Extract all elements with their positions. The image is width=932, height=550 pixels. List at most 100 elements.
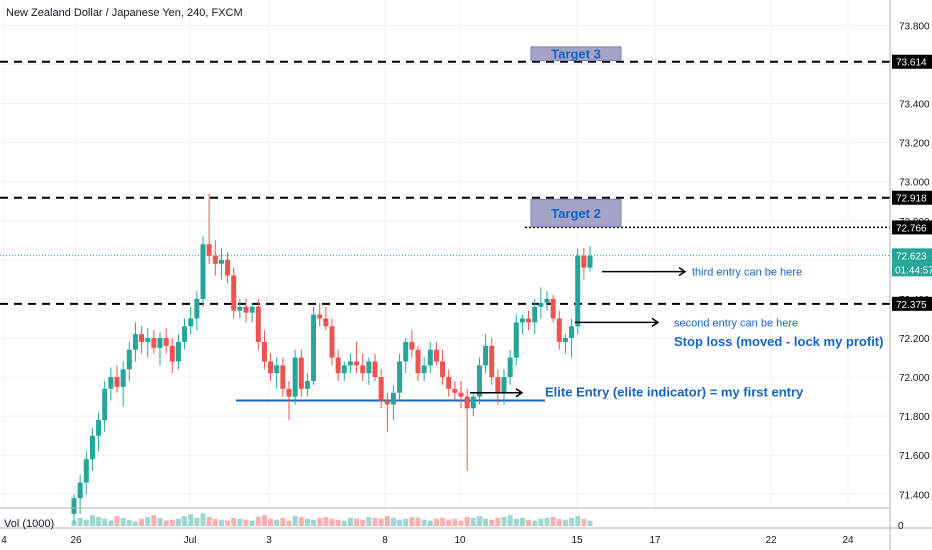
volume-bar [354,518,360,526]
volume-bar [261,515,267,526]
candle-body [519,318,525,323]
price-tick-label: 73.200 [899,139,930,150]
candle-body [206,244,212,256]
volume-bar [526,519,532,526]
candle-body [132,334,138,350]
candle-body [384,400,390,405]
candle-body [268,361,274,374]
volume-bar [397,519,403,526]
volume-bar [268,518,274,526]
candle-body [587,255,593,268]
volume-bar [200,513,206,526]
current-price-tag [892,248,932,263]
volume-bar [126,519,132,526]
time-tick-label: 15 [571,535,583,546]
candle-body [261,341,267,362]
countdown-tag [892,262,932,277]
price-tick-label: 73.400 [899,100,930,111]
volume-bar [513,518,519,526]
candle-body [495,377,501,393]
price-tick-label: 72.200 [899,334,930,345]
candle-body [544,298,550,303]
candle-body [108,377,114,389]
volume-bar [372,517,378,526]
volume-bar [292,516,298,526]
volume-series [71,513,593,526]
annotation-text: Elite Entry (elite indicator) = my first… [545,385,804,400]
volume-bar [218,519,224,526]
candle-body [433,349,439,362]
candle-body [175,341,181,362]
candle-body [397,361,403,393]
volume-bar [507,515,513,526]
candle-body [458,392,464,397]
target-box[interactable] [530,46,622,62]
candle-body [163,338,169,346]
price-level-label: 72.766 [896,223,927,234]
volume-bar [304,518,310,526]
candle-body [440,361,446,378]
candle-body [329,326,335,358]
volume-bar [476,516,482,526]
price-level-tag [892,54,932,69]
candle-body [298,357,304,389]
candle-body [151,338,157,348]
candle-body [126,349,132,370]
candle-body [317,314,323,319]
volume-bar [587,520,593,526]
candle-body [89,435,95,460]
annotation-text: Stop loss (moved - lock my profit) [674,334,883,349]
candle-body [249,306,255,313]
volume-bar [311,519,317,526]
volume-bar [501,517,507,526]
target-box[interactable] [530,198,622,228]
candle-body [77,482,83,499]
price-tick-label: 73.800 [899,21,930,32]
candle-body [335,357,341,374]
volume-bar [157,517,163,526]
annotation-arrow-head [651,317,660,328]
volume-bar [335,519,341,526]
candle-body [347,361,353,366]
volume-bar [89,515,95,526]
candle-body [354,361,360,366]
volume-bar [446,519,452,526]
candle-body [421,365,427,374]
candle-body [526,318,532,323]
candle-body [237,306,243,311]
volume-bar [569,517,575,526]
candle-body [304,381,310,389]
volume-bar [427,520,433,526]
price-tick-label: 71.800 [899,412,930,423]
time-tick-label: 3 [266,535,272,546]
candle-body [194,298,200,319]
candle-body [139,334,145,342]
annotation-arrow-head [678,266,687,277]
time-tick-label: 4 [1,535,7,546]
volume-bar [132,521,138,526]
volume-bar [366,517,372,526]
candle-body [532,306,538,323]
volume-bar [77,517,83,526]
target-boxes[interactable]: Target 3 Target 2 [530,46,622,228]
volume-bar [544,517,550,526]
price-level-tag [892,220,932,235]
countdown-label: 01:44:57 [895,265,932,276]
candle-body [255,306,261,342]
trade-annotations: third entry can be here second entry can … [470,267,883,400]
price-level-tag [892,296,932,311]
price-tick-label: 71.600 [899,451,930,462]
volume-bar [188,514,194,526]
volume-label: Vol (1000) [4,518,54,530]
price-level-label: 72.918 [896,194,927,205]
price-level-label: 72.375 [896,300,927,311]
time-axis[interactable]: 4 26 Jul 3 8 10 15 17 22 24 [1,535,854,546]
candle-body [427,349,433,366]
candle-body [575,255,581,327]
volume-bar [378,518,384,526]
volume-bar [458,520,464,526]
candle-body [372,361,378,378]
grid-lines [0,0,890,508]
